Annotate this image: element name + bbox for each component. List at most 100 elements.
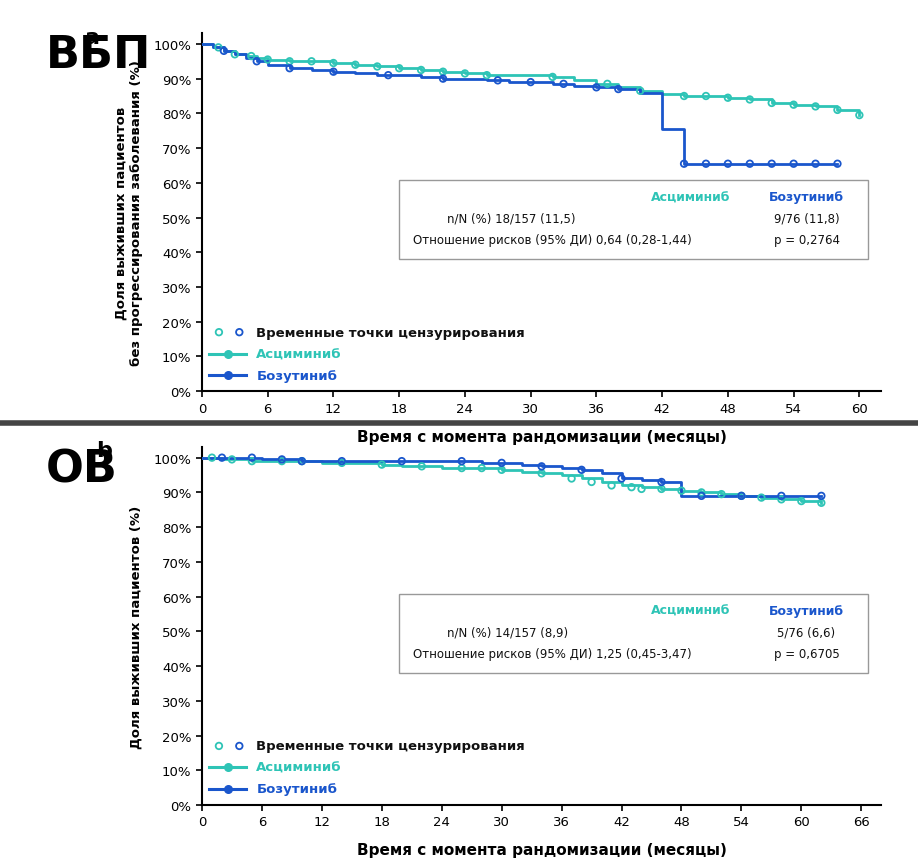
Point — [589, 81, 604, 95]
Point — [774, 489, 789, 503]
Point — [754, 491, 768, 505]
Point — [195, 797, 209, 811]
Point — [584, 475, 599, 489]
Point — [228, 48, 242, 62]
Point — [714, 487, 729, 501]
Point — [523, 76, 538, 90]
Point — [436, 72, 451, 86]
Point — [375, 458, 389, 472]
Point — [348, 59, 363, 72]
Text: 5/76 (6,6): 5/76 (6,6) — [778, 626, 835, 639]
Point — [721, 158, 735, 171]
Point — [205, 451, 219, 465]
Point — [774, 492, 789, 506]
Text: Временные точки цензурирования: Временные точки цензурирования — [256, 740, 525, 753]
Point — [196, 384, 210, 398]
Point — [611, 83, 626, 96]
Point — [381, 69, 396, 83]
Point — [274, 453, 289, 467]
Point — [734, 489, 749, 503]
Point — [250, 55, 264, 69]
Point — [600, 77, 615, 91]
Point — [830, 158, 845, 171]
Point — [699, 158, 713, 171]
Point — [195, 798, 209, 812]
Point — [195, 798, 209, 812]
Text: p = 0,2764: p = 0,2764 — [774, 233, 840, 247]
Point — [743, 158, 757, 171]
Point — [699, 90, 713, 104]
Point — [545, 71, 560, 84]
Point — [787, 99, 801, 113]
Point — [830, 104, 845, 118]
Point — [814, 489, 829, 503]
Point — [217, 45, 231, 59]
Point — [694, 486, 709, 499]
Point — [575, 463, 589, 477]
Point — [794, 494, 809, 508]
Point — [334, 455, 349, 468]
Point — [677, 90, 691, 104]
Text: 9/76 (11,8): 9/76 (11,8) — [774, 213, 839, 226]
Point — [326, 65, 341, 79]
Point — [490, 74, 505, 88]
Point — [534, 460, 549, 474]
Point — [454, 455, 469, 468]
Text: Бозутиниб: Бозутиниб — [769, 191, 845, 204]
Point — [196, 797, 210, 811]
Point — [244, 50, 259, 64]
Point — [326, 57, 341, 71]
Text: b: b — [96, 441, 112, 461]
Point — [195, 385, 209, 399]
Text: a: a — [85, 28, 100, 47]
Point — [395, 455, 409, 468]
Point — [282, 62, 297, 76]
Point — [634, 482, 649, 496]
FancyBboxPatch shape — [399, 181, 868, 259]
FancyBboxPatch shape — [399, 594, 868, 672]
Point — [624, 480, 639, 494]
Point — [734, 489, 749, 503]
Text: Бозутиниб: Бозутиниб — [256, 369, 337, 382]
Point — [694, 489, 709, 503]
Point — [721, 92, 735, 106]
Point — [479, 69, 494, 83]
Point — [808, 101, 823, 115]
Text: Асциминиб: Асциминиб — [651, 604, 731, 617]
Point — [304, 55, 319, 69]
Point — [215, 451, 230, 465]
Point — [765, 158, 779, 171]
Text: Бозутиниб: Бозутиниб — [256, 783, 337, 796]
Point — [195, 385, 209, 399]
Text: ОВ: ОВ — [46, 448, 118, 491]
Text: Отношение рисков (95% ДИ) 1,25 (0,45-3,47): Отношение рисков (95% ДИ) 1,25 (0,45-3,4… — [412, 647, 691, 660]
Text: Асциминиб: Асциминиб — [256, 348, 341, 361]
Text: ВБП: ВБП — [46, 34, 151, 77]
Point — [852, 109, 867, 123]
Point — [655, 475, 669, 489]
Point — [370, 60, 385, 74]
Point — [655, 482, 669, 496]
Point — [295, 455, 309, 468]
Point — [674, 484, 688, 498]
Point — [475, 461, 489, 475]
Point — [494, 463, 509, 477]
Point — [261, 53, 275, 67]
Point — [392, 62, 407, 76]
Point — [494, 456, 509, 470]
Point — [604, 479, 619, 492]
Point — [457, 67, 472, 81]
Point — [633, 84, 647, 98]
X-axis label: Время с момента рандомизации (месяцы): Время с момента рандомизации (месяцы) — [357, 842, 726, 858]
Point — [787, 158, 801, 171]
Text: Временные точки цензурирования: Временные точки цензурирования — [256, 326, 525, 339]
Point — [295, 455, 309, 468]
Point — [414, 64, 429, 77]
Point — [244, 455, 259, 468]
Point — [614, 472, 629, 486]
Point — [436, 65, 451, 79]
Point — [565, 472, 579, 486]
Text: p = 0,6705: p = 0,6705 — [774, 647, 839, 660]
Point — [814, 496, 829, 510]
Point — [743, 94, 757, 108]
